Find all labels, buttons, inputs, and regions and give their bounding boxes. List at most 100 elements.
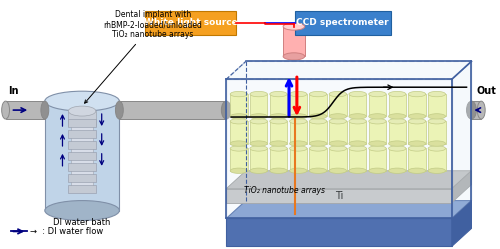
Ellipse shape	[329, 141, 346, 146]
Ellipse shape	[349, 91, 366, 97]
Ellipse shape	[368, 91, 386, 97]
Bar	[6, 101, 45, 119]
Bar	[349, 94, 366, 116]
Bar	[408, 148, 426, 171]
Bar	[408, 121, 426, 144]
Bar	[428, 148, 446, 171]
Bar	[226, 218, 452, 246]
Ellipse shape	[408, 146, 426, 151]
Ellipse shape	[310, 114, 327, 119]
Bar	[388, 121, 406, 144]
Ellipse shape	[250, 119, 268, 124]
Ellipse shape	[310, 168, 327, 173]
Ellipse shape	[368, 119, 386, 124]
Bar	[68, 130, 96, 138]
Bar	[408, 94, 426, 116]
Bar	[290, 148, 307, 171]
Text: TiO₂ nanotube arrays: TiO₂ nanotube arrays	[244, 186, 325, 195]
Bar	[388, 148, 406, 171]
Bar	[230, 148, 248, 171]
Ellipse shape	[270, 146, 287, 151]
Bar	[428, 94, 446, 116]
Bar	[472, 101, 481, 119]
Bar	[226, 189, 452, 203]
Bar	[230, 94, 248, 116]
Ellipse shape	[222, 101, 231, 119]
Ellipse shape	[230, 141, 248, 146]
Ellipse shape	[408, 141, 426, 146]
Ellipse shape	[388, 119, 406, 124]
Bar	[295, 11, 390, 35]
Bar	[368, 121, 386, 144]
Bar	[68, 119, 96, 127]
Ellipse shape	[45, 201, 120, 220]
Bar	[329, 148, 346, 171]
Text: →  : DI water flow: → : DI water flow	[30, 227, 104, 236]
Bar	[349, 148, 366, 171]
Ellipse shape	[68, 106, 96, 116]
Polygon shape	[226, 201, 472, 218]
Ellipse shape	[270, 91, 287, 97]
Ellipse shape	[408, 168, 426, 173]
Text: White light source: White light source	[144, 18, 238, 27]
Bar	[270, 94, 287, 116]
Polygon shape	[226, 61, 472, 79]
Text: Ti: Ti	[335, 190, 343, 201]
Bar	[120, 101, 226, 119]
Ellipse shape	[408, 114, 426, 119]
Ellipse shape	[230, 146, 248, 151]
Bar	[310, 121, 327, 144]
Ellipse shape	[428, 91, 446, 97]
Bar	[250, 94, 268, 116]
Ellipse shape	[310, 146, 327, 151]
Bar	[68, 185, 96, 193]
Ellipse shape	[408, 119, 426, 124]
Ellipse shape	[230, 168, 248, 173]
Ellipse shape	[388, 168, 406, 173]
Ellipse shape	[388, 146, 406, 151]
Ellipse shape	[290, 114, 307, 119]
Bar	[290, 121, 307, 144]
Ellipse shape	[290, 119, 307, 124]
Bar	[68, 141, 96, 149]
Bar	[72, 111, 93, 191]
Ellipse shape	[250, 91, 268, 97]
Ellipse shape	[428, 146, 446, 151]
Ellipse shape	[428, 141, 446, 146]
Polygon shape	[452, 201, 471, 246]
Ellipse shape	[283, 53, 304, 60]
Bar	[230, 121, 248, 144]
Ellipse shape	[45, 91, 120, 111]
Text: Dental implant with
rhBMP-2-loaded/unloaded
TiO₂ nanotube arrays: Dental implant with rhBMP-2-loaded/unloa…	[84, 10, 202, 103]
Ellipse shape	[368, 146, 386, 151]
Ellipse shape	[428, 168, 446, 173]
Ellipse shape	[349, 141, 366, 146]
Bar	[68, 163, 96, 171]
Bar	[270, 148, 287, 171]
Text: In: In	[8, 86, 19, 96]
Bar	[250, 148, 268, 171]
Ellipse shape	[349, 119, 366, 124]
Bar	[349, 121, 366, 144]
Polygon shape	[452, 171, 471, 203]
Bar	[68, 174, 96, 182]
Ellipse shape	[310, 141, 327, 146]
Bar	[290, 94, 307, 116]
Bar	[146, 11, 236, 35]
Ellipse shape	[466, 101, 476, 119]
Ellipse shape	[388, 141, 406, 146]
Ellipse shape	[270, 141, 287, 146]
Ellipse shape	[290, 168, 307, 173]
Ellipse shape	[329, 114, 346, 119]
Ellipse shape	[310, 119, 327, 124]
Ellipse shape	[329, 168, 346, 173]
Ellipse shape	[368, 168, 386, 173]
Ellipse shape	[230, 119, 248, 124]
Ellipse shape	[270, 114, 287, 119]
Bar	[368, 148, 386, 171]
Polygon shape	[226, 171, 472, 189]
Ellipse shape	[41, 101, 48, 119]
Ellipse shape	[250, 146, 268, 151]
Bar	[283, 27, 304, 56]
Text: CCD spectrometer: CCD spectrometer	[296, 18, 389, 27]
